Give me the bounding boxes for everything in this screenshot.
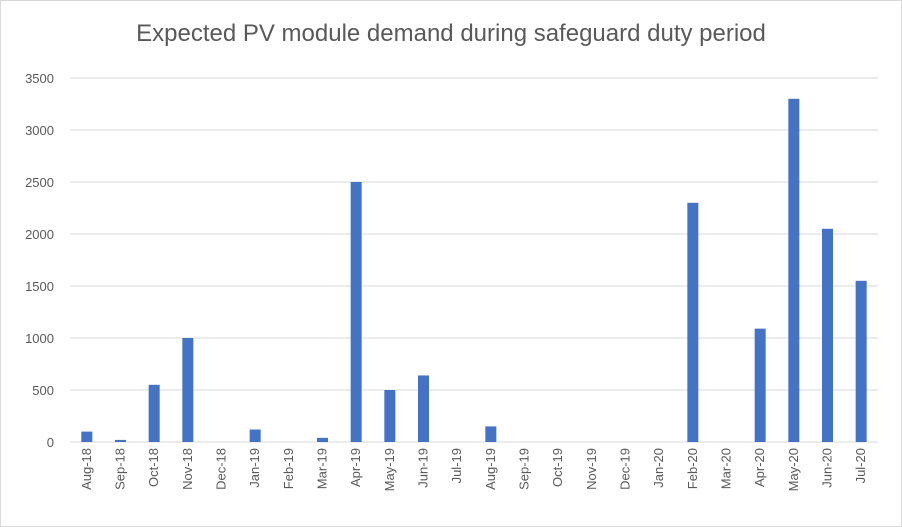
x-tick-label: Aug-19 — [483, 448, 498, 490]
x-tick-label: Feb-20 — [685, 448, 700, 489]
bar-may-20 — [788, 98, 800, 443]
bar-sep-18 — [115, 439, 126, 442]
x-tick-label: Dec-19 — [618, 448, 633, 490]
bar-mar-19 — [317, 437, 328, 442]
x-axis-ticks: Aug-18 Sep-18 Oct-18 Nov-18 Dec-18 Jan-19 Feb-… — [79, 448, 868, 491]
y-tick-label: 3000 — [25, 123, 54, 138]
y-tick-label: 3500 — [25, 71, 54, 86]
x-tick-label: May-20 — [786, 448, 801, 491]
x-tick-label: Oct-18 — [146, 448, 161, 487]
bar-may-19 — [384, 390, 396, 442]
x-tick-label: Jun-19 — [416, 448, 431, 488]
x-tick-label: Sep-18 — [113, 448, 128, 490]
gridlines — [70, 77, 878, 443]
x-tick-label: Sep-19 — [517, 448, 532, 490]
x-tick-label: Jul-19 — [449, 448, 464, 483]
bar-aug-19 — [485, 426, 497, 442]
x-tick-label: May-19 — [382, 448, 397, 491]
x-tick-label: Jun-20 — [820, 448, 835, 488]
bar-apr-19 — [350, 182, 362, 442]
chart-title: Expected PV module demand during safegua… — [136, 20, 766, 47]
x-tick-label: Nov-19 — [584, 448, 599, 490]
x-tick-label: Feb-19 — [281, 448, 296, 489]
bar-aug-18 — [81, 431, 93, 442]
bar-jan-19 — [249, 429, 261, 442]
bar-oct-18 — [148, 384, 160, 442]
x-tick-label: Dec-18 — [214, 448, 229, 490]
y-tick-label: 2000 — [25, 227, 54, 242]
bar-nov-18 — [182, 338, 194, 442]
bars — [81, 98, 867, 443]
bar-jun-19 — [418, 375, 429, 442]
x-tick-label: Apr-19 — [348, 448, 363, 487]
bar-jul-20 — [855, 280, 867, 442]
y-tick-label: 1500 — [25, 279, 54, 294]
y-tick-label: 500 — [32, 383, 54, 398]
bar-apr-20 — [754, 328, 766, 442]
bar-feb-20 — [687, 202, 699, 442]
x-tick-label: Jan-20 — [651, 448, 666, 488]
x-tick-label: Apr-20 — [752, 448, 767, 487]
bar-jun-20 — [822, 228, 833, 442]
x-tick-label: Aug-18 — [79, 448, 94, 490]
x-tick-label: Mar-19 — [315, 448, 330, 489]
x-tick-label: Mar-20 — [719, 448, 734, 489]
y-tick-label: 1000 — [25, 331, 54, 346]
x-tick-label: Jan-19 — [247, 448, 262, 488]
y-tick-label: 0 — [47, 435, 54, 450]
x-tick-label: Nov-18 — [180, 448, 195, 490]
y-tick-label: 2500 — [25, 175, 54, 190]
x-tick-label: Jul-20 — [853, 448, 868, 483]
y-axis-ticks: 0 500 1000 1500 2000 2500 3000 3500 — [25, 71, 54, 450]
x-tick-label: Oct-19 — [550, 448, 565, 487]
